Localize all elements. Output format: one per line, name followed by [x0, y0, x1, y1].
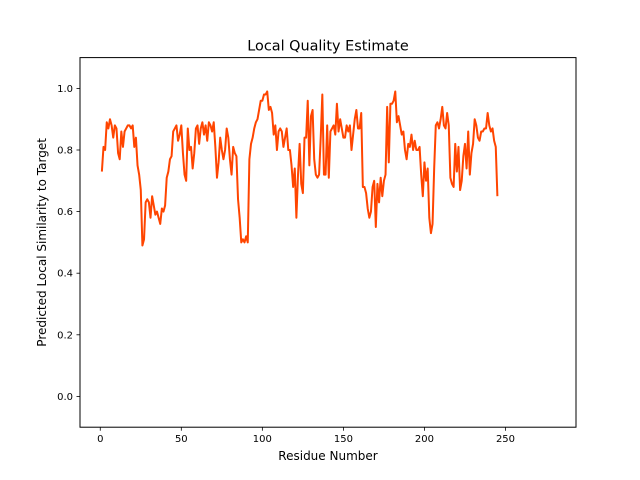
y-tick-label: 0.2	[57, 330, 73, 341]
x-tick-label: 50	[175, 434, 188, 445]
x-tick-label: 0	[97, 434, 103, 445]
x-tick-label: 250	[496, 434, 515, 445]
axes-frame	[79, 57, 577, 428]
y-axis-ticks: 0.0 0.2 0.4 0.6 0.8 1.0	[57, 84, 80, 403]
y-tick-label: 0.6	[57, 207, 73, 218]
x-tick-label: 100	[253, 434, 272, 445]
y-axis-title: Predicted Local Similarity to Target	[35, 138, 49, 347]
x-tick-label: 150	[334, 434, 353, 445]
y-tick-label: 0.4	[57, 269, 73, 280]
y-tick-label: 0.8	[57, 146, 73, 157]
x-axis-title: Residue Number	[278, 449, 377, 463]
x-axis-ticks: 0 50 100 150 200 250	[97, 427, 515, 445]
y-tick-label: 1.0	[57, 84, 73, 95]
y-tick-label: 0.0	[57, 392, 73, 403]
data-line	[100, 90, 499, 247]
x-tick-label: 200	[415, 434, 434, 445]
chart-title: Local Quality Estimate	[247, 39, 409, 55]
